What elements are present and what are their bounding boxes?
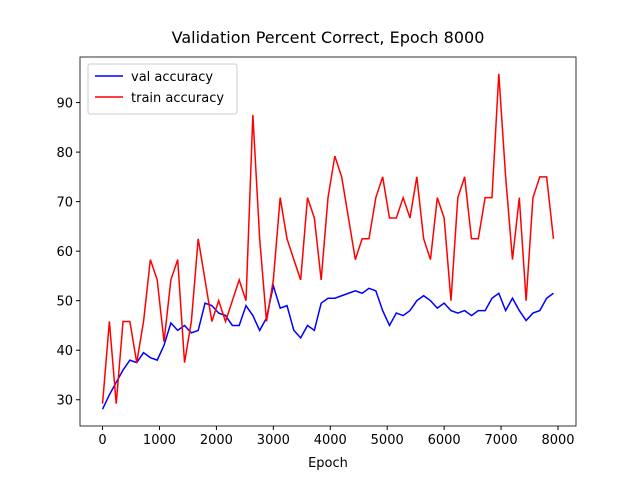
x-tick-label: 6000 (428, 433, 461, 448)
x-tick-label: 8000 (541, 433, 574, 448)
y-tick-label: 60 (56, 245, 73, 260)
x-tick-label: 7000 (485, 433, 518, 448)
data-line (101, 73, 555, 404)
plot-frame (79, 56, 577, 427)
legend-label: train accuracy (131, 91, 224, 106)
x-tick-label: 2000 (200, 433, 233, 448)
data-line (101, 282, 554, 410)
y-tick-label: 90 (56, 97, 73, 112)
x-tick-label: 1000 (143, 433, 176, 448)
y-tick-label: 70 (56, 196, 73, 211)
y-tick-label: 40 (56, 344, 73, 359)
y-tick-label: 80 (56, 146, 73, 161)
x-tick-label: 4000 (314, 433, 347, 448)
legend-box (87, 63, 238, 115)
legend-label: val accuracy (131, 70, 213, 85)
x-axis-label: Epoch (308, 456, 348, 471)
y-tick-label: 50 (56, 295, 73, 310)
y-tick-label: 30 (56, 394, 73, 409)
x-tick-label: 5000 (371, 433, 404, 448)
chart-title: Validation Percent Correct, Epoch 8000 (172, 28, 485, 47)
x-tick-label: 0 (98, 433, 106, 448)
x-tick-label: 3000 (257, 433, 290, 448)
